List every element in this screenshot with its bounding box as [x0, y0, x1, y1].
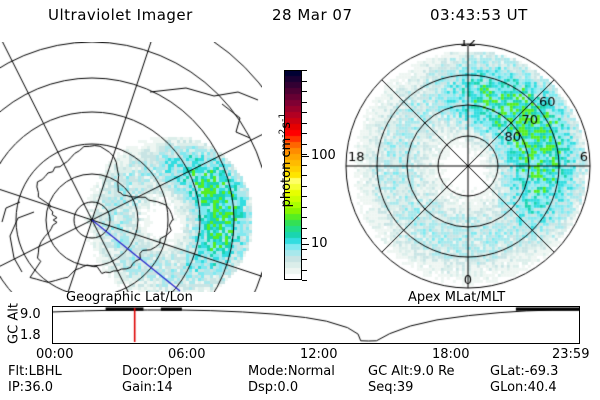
status-field-key: GC Alt:: [368, 364, 414, 379]
geographic-projection-panel: [0, 42, 262, 292]
geographic-aurora-image: [0, 42, 262, 292]
strip-xtick-label: 06:00: [168, 347, 206, 362]
status-field-key: IP:: [8, 380, 25, 395]
status-field: GLon: 40.4: [490, 380, 557, 395]
colorbar-tick-label: 100: [311, 148, 336, 163]
status-field-key: GLat:: [490, 364, 525, 379]
status-field-key: GLon:: [490, 380, 528, 395]
header: Ultraviolet Imager 28 Mar 07 03:43:53 UT: [0, 6, 600, 30]
status-field-value: Normal: [287, 364, 335, 379]
strip-xtick-label: 12:00: [300, 347, 338, 362]
strip-y-axis-title: GC Alt: [6, 303, 22, 344]
colorbar-tick-label: 10: [311, 236, 328, 251]
strip-ytick-top: 9.0: [20, 307, 41, 322]
instrument-title: Ultraviolet Imager: [48, 6, 193, 24]
status-row: IP: 36.0 Gain: 14 Dsp: 0.0 Seq: 39 GLon: 40.…: [0, 380, 600, 396]
status-field-key: Gain:: [122, 380, 157, 395]
status-field: Mode: Normal: [248, 364, 335, 379]
status-row: Flt: LBHL Door: Open Mode: Normal GC Alt: 9…: [0, 364, 600, 380]
apex-mlt-dial-panel: [336, 40, 600, 292]
orbit-altitude-strip-chart[interactable]: [52, 306, 580, 344]
status-field: Seq: 39: [368, 380, 413, 395]
status-field-key: Flt:: [8, 364, 29, 379]
status-field: Door: Open: [122, 364, 192, 379]
strip-xtick-label: 23:59: [552, 347, 590, 362]
strip-xtick-label: 18:00: [432, 347, 470, 362]
status-field-key: Dsp:: [248, 380, 278, 395]
status-field-value: Open: [157, 364, 193, 379]
observation-time: 03:43:53 UT: [430, 6, 528, 24]
strip-ytick-bottom: 1.8: [20, 328, 41, 343]
status-field-value: 9.0 Re: [413, 364, 455, 379]
status-field: IP: 36.0: [8, 380, 53, 395]
status-field: Dsp: 0.0: [248, 380, 298, 395]
strip-xtick-label: 00:00: [36, 347, 74, 362]
status-field-key: Seq:: [368, 380, 397, 395]
colorbar-gradient: [284, 70, 302, 280]
status-field-value: LBHL: [28, 364, 62, 379]
status-field: Gain: 14: [122, 380, 173, 395]
status-field-value: -69.3: [524, 364, 559, 379]
observation-date: 28 Mar 07: [272, 6, 353, 24]
colorbar-axis-title: photon cm-2s-1: [277, 112, 295, 208]
status-field-value: 39: [396, 380, 414, 395]
mlt-panel-label: Apex MLat/MLT: [408, 290, 506, 305]
geographic-panel-label: Geographic Lat/Lon: [66, 290, 193, 305]
status-field: Flt: LBHL: [8, 364, 62, 379]
status-field-key: Mode:: [248, 364, 288, 379]
status-field-key: Door:: [122, 364, 158, 379]
status-field-value: 14: [156, 380, 173, 395]
status-field-value: 36.0: [24, 380, 54, 395]
status-field: GLat: -69.3: [490, 364, 558, 379]
status-field-value: 0.0: [277, 380, 299, 395]
mlt-aurora-image: [336, 40, 600, 292]
status-field: GC Alt: 9.0 Re: [368, 364, 455, 379]
status-field-value: 40.4: [527, 380, 557, 395]
orbit-altitude-trace: [53, 307, 579, 343]
colorbar: 100 10 photon cm-2s-1: [262, 56, 336, 292]
status-block: Flt: LBHL Door: Open Mode: Normal GC Alt: 9…: [0, 364, 600, 398]
